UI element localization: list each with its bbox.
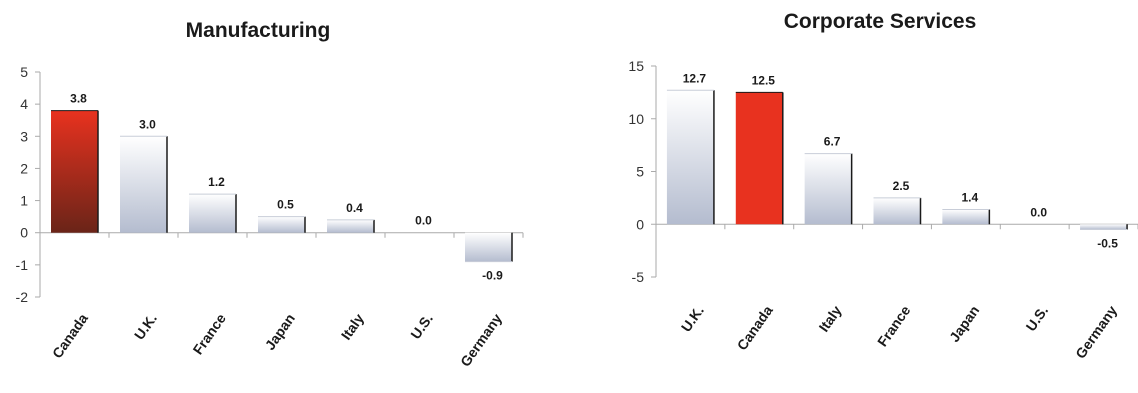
data-label-canada: 3.8: [70, 92, 87, 106]
category-label-germany: Germany: [457, 310, 505, 369]
data-label-france: 2.5: [893, 179, 910, 193]
manufacturing-chart: Manufacturing -2 -1 0 1 2 3 4 5 3.8 Canada 3.0 U.K. 1…: [16, 19, 524, 369]
category-label-u-k: U.K.: [678, 303, 707, 335]
y-tick-label: -1: [16, 257, 29, 273]
data-label-italy: 0.4: [346, 201, 363, 215]
category-label-japan: Japan: [262, 311, 298, 353]
data-label-u-s: 0.0: [415, 214, 432, 228]
y-tick-label: -2: [16, 289, 29, 305]
data-label-japan: 1.4: [962, 190, 979, 204]
y-tick-label: 15: [628, 58, 644, 74]
y-tick-label: -5: [632, 269, 645, 285]
bar-canada: [51, 110, 98, 233]
category-label-japan: Japan: [946, 303, 982, 345]
data-label-germany: -0.5: [1097, 237, 1118, 251]
corporate-services-chart: Corporate Services -5 0 5 10 15 12.7 U.K. 12.5 Ca…: [628, 10, 1138, 361]
y-tick-label: 2: [20, 160, 28, 176]
data-label-u-s: 0.0: [1030, 205, 1047, 219]
bar-france: [189, 194, 236, 233]
data-label-germany: -0.9: [482, 269, 503, 283]
bar-japan: [942, 209, 990, 225]
y-tick-label: 5: [20, 64, 28, 80]
data-label-italy: 6.7: [824, 135, 841, 149]
bar-canada: [735, 92, 783, 225]
category-label-u-k: U.K.: [131, 311, 160, 343]
data-label-japan: 0.5: [277, 198, 294, 212]
data-label-u-k: 3.0: [139, 117, 156, 131]
category-label-canada: Canada: [49, 310, 91, 361]
bar-france: [873, 197, 921, 225]
bar-u-k: [666, 90, 714, 225]
chart-title: Manufacturing: [186, 19, 331, 42]
y-tick-label: 3: [20, 128, 28, 144]
category-label-france: France: [874, 302, 914, 349]
category-label-italy: Italy: [338, 310, 367, 342]
bar-germany: [1080, 224, 1128, 230]
bar-italy: [327, 219, 374, 233]
bar-japan: [258, 216, 305, 233]
data-label-france: 1.2: [208, 175, 225, 189]
y-tick-label: 1: [20, 193, 28, 209]
chart-title: Corporate Services: [784, 10, 977, 33]
data-label-canada: 12.5: [752, 73, 776, 87]
category-label-u-s: U.S.: [1022, 303, 1051, 334]
y-tick-label: 5: [636, 164, 644, 180]
category-label-u-s: U.S.: [407, 311, 436, 342]
y-tick-label: 0: [636, 216, 644, 232]
y-tick-label: 0: [20, 225, 28, 241]
category-label-canada: Canada: [734, 302, 776, 353]
category-label-germany: Germany: [1072, 302, 1120, 361]
bar-u-k: [120, 136, 167, 233]
y-tick-label: 10: [628, 111, 644, 127]
data-label-u-k: 12.7: [683, 71, 707, 85]
bar-italy: [804, 153, 852, 225]
y-tick-label: 4: [20, 96, 28, 112]
category-label-italy: Italy: [815, 302, 844, 334]
category-label-france: France: [190, 310, 230, 357]
bar-germany: [465, 232, 512, 262]
